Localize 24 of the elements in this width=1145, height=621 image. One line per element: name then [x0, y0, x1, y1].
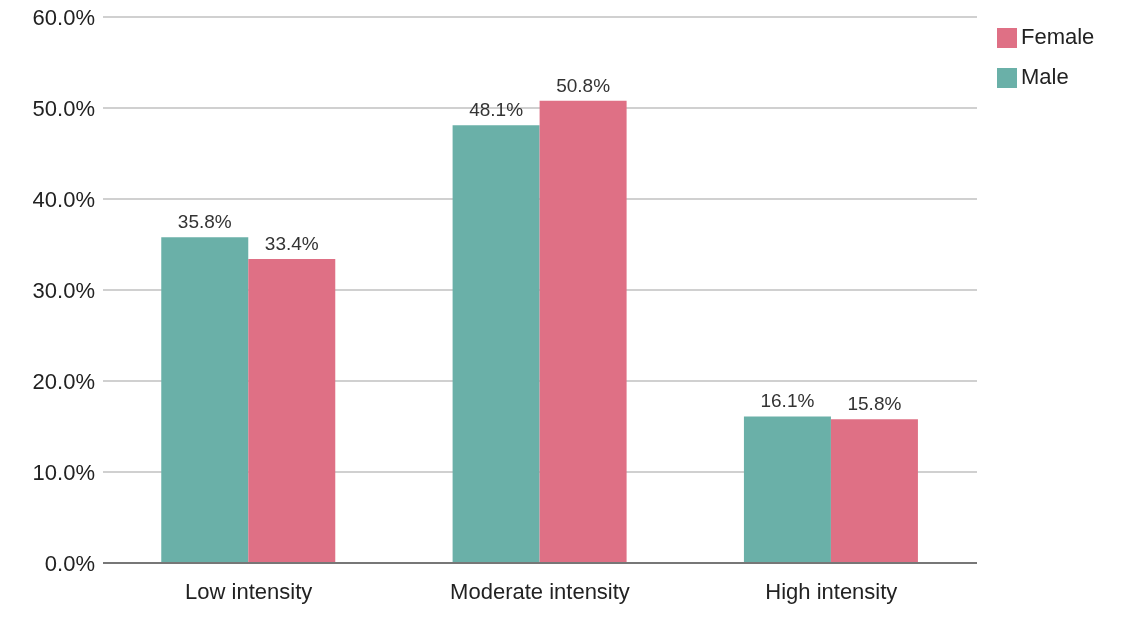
bar	[830, 419, 918, 563]
bar	[539, 100, 627, 563]
legend-label: Female	[1021, 24, 1095, 49]
x-tick-label: High intensity	[765, 578, 898, 604]
y-tick-label: 60.0%	[32, 4, 95, 30]
bar	[452, 125, 540, 563]
y-tick-label: 20.0%	[32, 368, 95, 394]
x-tick-label: Low intensity	[185, 578, 313, 604]
bar	[161, 237, 249, 563]
bar	[248, 259, 336, 563]
data-label: 50.8%	[556, 74, 611, 96]
data-label: 15.8%	[847, 393, 902, 415]
y-tick-label: 0.0%	[44, 550, 95, 576]
data-label: 16.1%	[760, 390, 815, 412]
legend-label: Male	[1021, 64, 1069, 89]
x-tick-label: Moderate intensity	[450, 578, 630, 604]
y-tick-label: 10.0%	[32, 459, 95, 485]
bar	[743, 416, 831, 563]
y-tick-label: 30.0%	[32, 277, 95, 303]
data-label: 33.4%	[264, 233, 319, 255]
data-label: 48.1%	[469, 99, 524, 121]
data-label: 35.8%	[177, 211, 232, 233]
y-tick-label: 40.0%	[32, 186, 95, 212]
y-tick-label: 50.0%	[32, 95, 95, 121]
